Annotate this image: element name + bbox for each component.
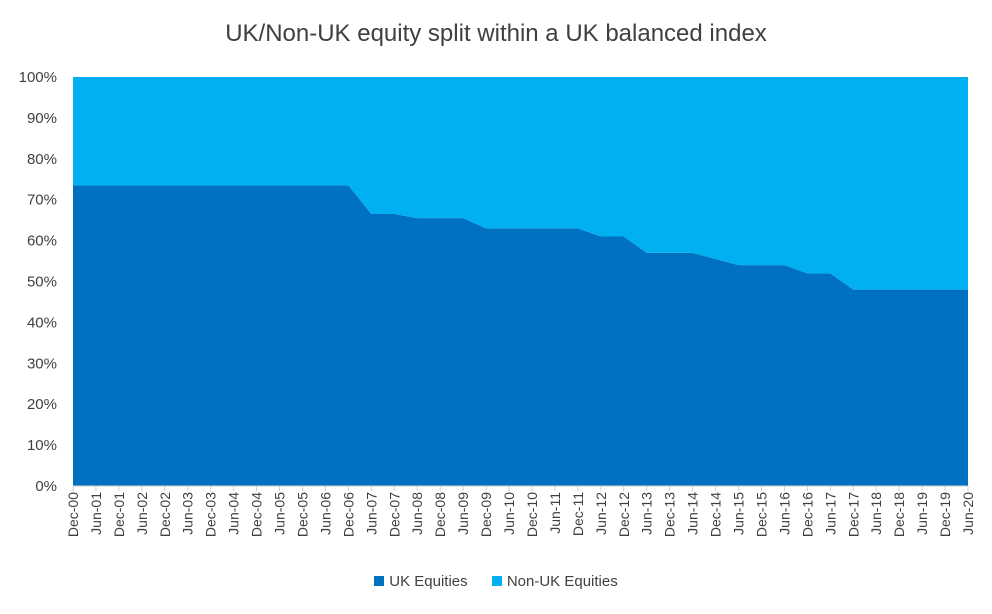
- x-tick-label: Dec-05: [294, 492, 310, 537]
- x-tick-label: Dec-04: [249, 492, 265, 537]
- x-tick-label: Jun-17: [822, 492, 838, 535]
- legend-swatch-non-uk-equities: [491, 576, 502, 586]
- x-tick-label: Jun-10: [501, 492, 517, 535]
- area-series-non-uk-equities: [73, 77, 968, 290]
- legend-label-non-uk-equities: Non-UK Equities: [506, 573, 618, 590]
- x-tick-label: Dec-17: [845, 492, 861, 537]
- y-tick-label: 60%: [27, 233, 57, 250]
- x-tick-label: Dec-00: [65, 492, 81, 537]
- x-tick-label: Jun-01: [88, 492, 104, 535]
- x-tick-label: Jun-08: [409, 492, 425, 535]
- legend-item-uk-equities: UK Equities: [374, 573, 468, 590]
- x-tick-label: Jun-18: [868, 492, 884, 535]
- x-tick-label: Jun-03: [180, 492, 196, 535]
- x-tick-label: Dec-13: [662, 492, 678, 537]
- x-tick-label: Dec-15: [753, 492, 769, 537]
- x-tick-label: Jun-11: [547, 492, 563, 534]
- x-tick-label: Dec-18: [891, 492, 907, 537]
- x-tick-label: Dec-07: [386, 492, 402, 537]
- x-tick-label: Dec-11: [570, 492, 586, 536]
- y-tick-label: 10%: [27, 437, 57, 454]
- x-tick-label: Dec-09: [478, 492, 494, 537]
- y-tick-label: 30%: [27, 355, 57, 372]
- x-tick-label: Dec-16: [799, 492, 815, 537]
- y-tick-label: 70%: [27, 192, 57, 209]
- x-tick-label: Jun-19: [914, 492, 930, 535]
- legend-item-non-uk-equities: Non-UK Equities: [491, 573, 618, 590]
- legend: UK Equities Non-UK Equities: [0, 573, 992, 590]
- x-tick-label: Dec-01: [111, 492, 127, 537]
- x-tick-label: Jun-13: [639, 492, 655, 535]
- x-tick-label: Dec-14: [708, 492, 724, 537]
- y-tick-label: 40%: [27, 314, 57, 331]
- x-tick-label: Jun-05: [272, 492, 288, 535]
- y-tick-label: 20%: [27, 396, 57, 413]
- x-tick-label: Dec-08: [432, 492, 448, 537]
- x-tick-label: Jun-20: [960, 492, 976, 535]
- x-tick-label: Jun-12: [593, 492, 609, 535]
- x-tick-label: Dec-02: [157, 492, 173, 537]
- x-tick-label: Dec-10: [524, 492, 540, 537]
- x-tick-label: Dec-06: [340, 492, 356, 537]
- x-tick-label: Jun-14: [685, 492, 701, 535]
- legend-swatch-uk-equities: [374, 576, 385, 586]
- x-tick-label: Jun-02: [134, 492, 150, 535]
- x-tick-label: Jun-15: [731, 492, 747, 535]
- x-tick-label: Dec-12: [616, 492, 632, 537]
- x-tick-label: Dec-03: [203, 492, 219, 537]
- legend-label-uk-equities: UK Equities: [389, 573, 468, 590]
- y-tick-label: 50%: [27, 274, 57, 291]
- y-tick-label: 80%: [27, 151, 57, 168]
- y-tick-label: 100%: [19, 69, 57, 86]
- x-tick-label: Jun-09: [455, 492, 471, 535]
- x-tick-label: Jun-04: [226, 492, 242, 535]
- x-tick-label: Jun-06: [317, 492, 333, 535]
- chart-title: UK/Non-UK equity split within a UK balan…: [225, 20, 767, 47]
- x-tick-label: Jun-07: [363, 492, 379, 535]
- x-tick-label: Jun-16: [776, 492, 792, 535]
- x-tick-label: Dec-19: [937, 492, 953, 537]
- y-tick-label: 0%: [35, 478, 57, 495]
- y-tick-label: 90%: [27, 110, 57, 127]
- area-series-uk-equities: [73, 185, 968, 486]
